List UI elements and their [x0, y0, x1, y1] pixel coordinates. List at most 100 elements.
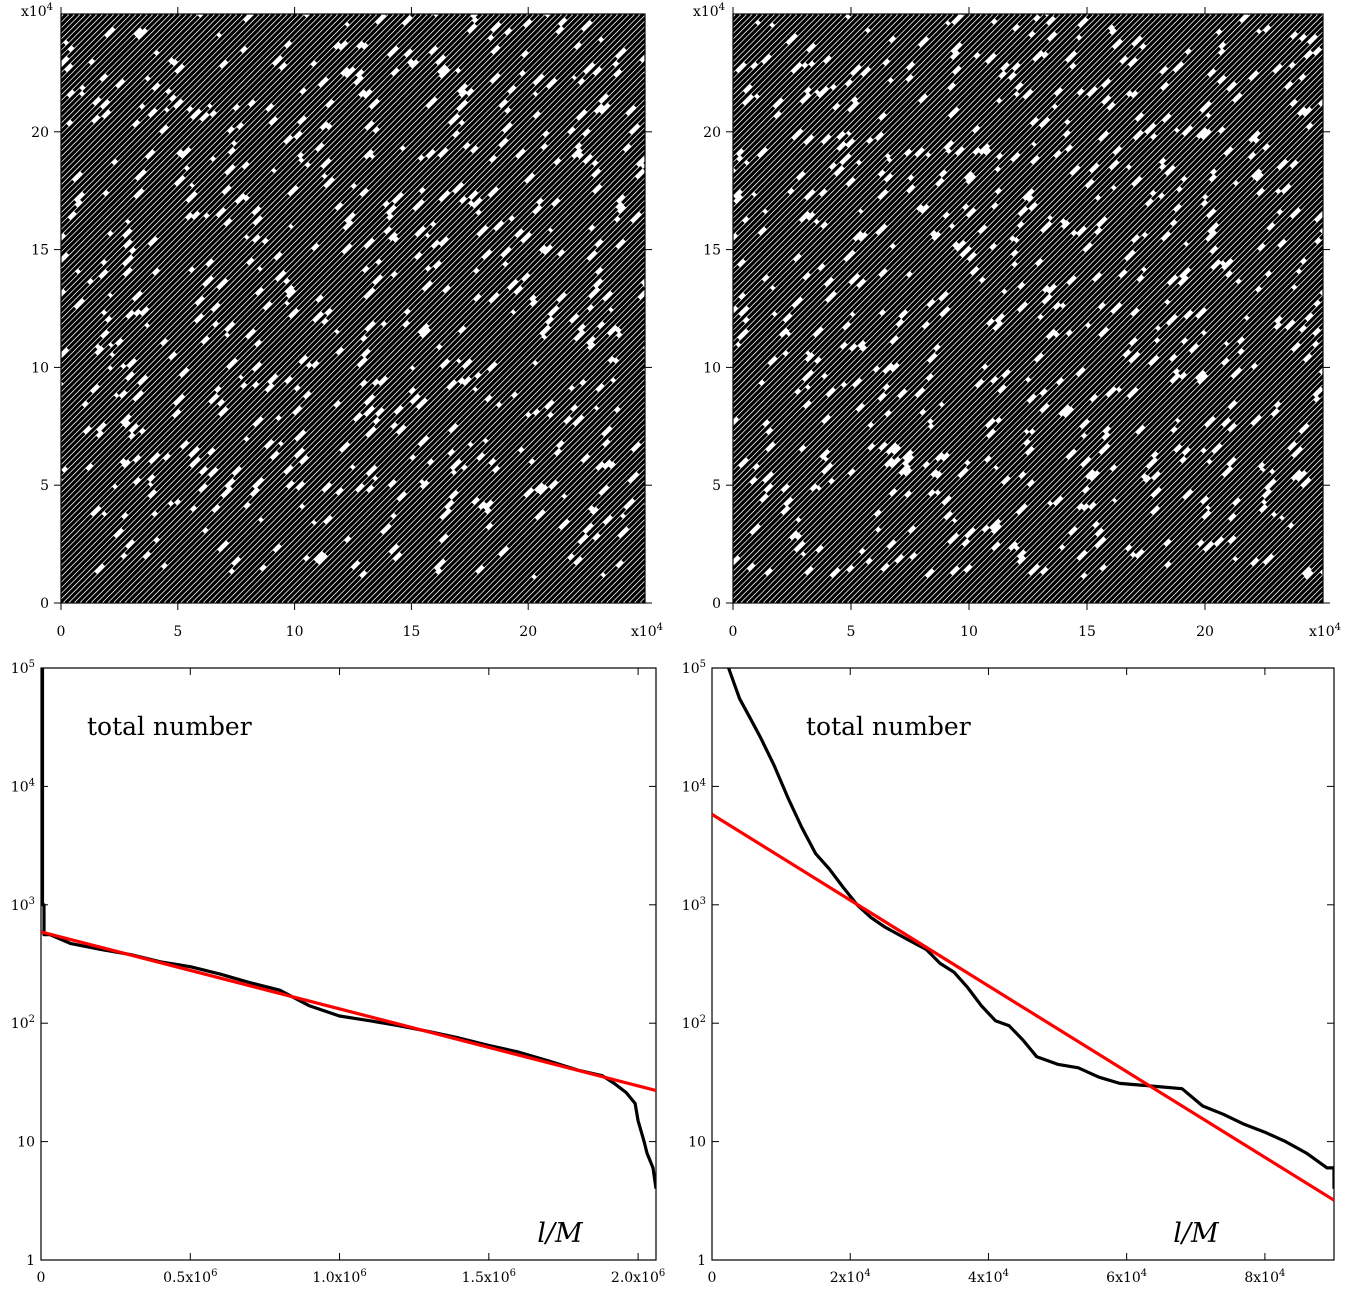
data-line: [1341, 289, 1355, 330]
data-line: [1337, 294, 1355, 363]
data-line: [1331, 453, 1355, 502]
data-line: [0, 503, 20, 603]
data-line: [0, 338, 17, 464]
x-tick-label: 5: [847, 624, 856, 640]
data-line: [654, 298, 701, 345]
data-line: [640, 345, 738, 443]
data-line: [1329, 178, 1355, 246]
y-tick-label: 104: [682, 777, 706, 795]
data-line: [0, 183, 9, 330]
data-line: [7, 207, 47, 247]
data-line: [641, 390, 699, 448]
x-tick-label: 20: [519, 624, 537, 640]
data-line: [710, 197, 735, 222]
data-line: [1324, 321, 1355, 369]
data-line: [1333, 52, 1355, 198]
data-line: [1330, 390, 1354, 414]
data-line: [697, 285, 725, 313]
y-tick-label: 10: [688, 1135, 706, 1151]
data-line: [0, 219, 69, 322]
data-line: [652, 14, 705, 67]
data-line: [0, 490, 16, 573]
data-line: [688, 426, 724, 462]
data-line: [645, 113, 690, 158]
x-tick-label: 1.0x106: [312, 1268, 366, 1286]
x-axis-label: l/M: [537, 1218, 584, 1249]
data-line: [0, 523, 39, 603]
data-line: [1337, 472, 1355, 603]
data-line: [0, 102, 24, 153]
y-multiplier-label: x104: [21, 2, 53, 20]
data-line: [631, 487, 747, 603]
data-line: [1318, 189, 1355, 292]
y-tick-label: 15: [31, 243, 49, 259]
data-line: [659, 563, 699, 603]
data-line: [660, 120, 706, 166]
data-line: [652, 254, 678, 280]
data-line: [635, 14, 727, 106]
data-line: [0, 534, 17, 603]
data-line: [0, 484, 56, 603]
data-line: [656, 172, 732, 248]
x-tick-label: 2x104: [830, 1268, 871, 1286]
data-line: [1341, 93, 1355, 179]
data-line: [1347, 479, 1355, 565]
data-line: [0, 175, 1, 199]
data-line: [0, 93, 16, 127]
y-multiplier-label: x104: [693, 2, 725, 20]
data-line: [1340, 65, 1355, 157]
data-line: [659, 540, 722, 603]
data-line: [653, 229, 703, 279]
data-line: [0, 163, 41, 303]
data-line: [0, 462, 5, 603]
data-line: [13, 427, 51, 465]
x-tick-label: 0: [729, 624, 738, 640]
data-line: [1331, 518, 1355, 603]
data-line: [0, 137, 50, 217]
data-line: [0, 345, 32, 457]
data-line: [1345, 116, 1355, 264]
data-line: [1325, 14, 1355, 99]
data-line: [1341, 14, 1355, 89]
data-line: [1331, 383, 1355, 452]
data-line: [0, 471, 8, 603]
data-line: [0, 261, 4, 317]
data-line: [641, 102, 684, 145]
y-tick-label: 10: [703, 360, 721, 376]
data-line: [0, 484, 11, 603]
data-line: [1348, 433, 1355, 457]
data-line: [648, 552, 699, 603]
data-line: [1349, 131, 1355, 216]
data-line: [644, 134, 680, 170]
data-line: [1322, 281, 1355, 388]
data-line: [1319, 224, 1355, 301]
data-line: [20, 297, 58, 335]
data-line: [1331, 14, 1355, 60]
data-line: [1333, 14, 1355, 119]
data-line: [0, 273, 54, 408]
data-line: [1328, 210, 1355, 260]
plot-frame: [41, 668, 656, 1260]
data-line: [0, 538, 41, 603]
data-line: [0, 484, 45, 560]
data-line: [1321, 14, 1355, 75]
data-line: [1345, 59, 1355, 112]
x-tick-label: 0: [37, 1270, 46, 1286]
x-tick-label: 15: [1078, 624, 1096, 640]
x-tick-label: 1.5x106: [462, 1268, 516, 1286]
y-tick-label: 0: [40, 596, 49, 612]
data-line: [0, 350, 11, 494]
data-line: [637, 318, 703, 384]
data-line: [0, 525, 48, 603]
y-tick-label: 20: [703, 125, 721, 141]
y-tick-label: 0: [712, 596, 721, 612]
y-tick-label: 103: [11, 896, 35, 914]
data-line: [678, 297, 719, 338]
data-line: [0, 375, 30, 446]
data-line: [665, 155, 737, 227]
data-line: [0, 237, 23, 389]
data-line: [0, 14, 67, 92]
data-line: [0, 92, 6, 159]
data-line: [0, 221, 16, 366]
